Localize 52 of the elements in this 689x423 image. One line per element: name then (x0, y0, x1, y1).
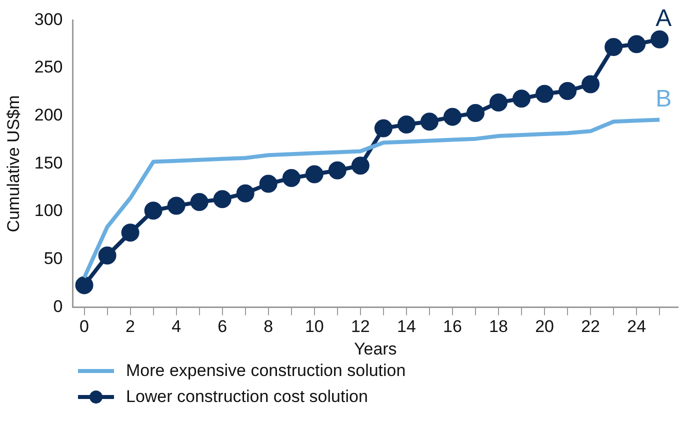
point (628, 35, 646, 54)
point (190, 192, 208, 211)
x-tick-label: 12 (350, 317, 370, 336)
x-tick-label: 8 (264, 317, 274, 336)
y-tick-label: 0 (53, 296, 63, 316)
point (305, 165, 324, 184)
annotation: B (656, 85, 672, 112)
point (374, 119, 392, 138)
point (144, 202, 162, 220)
point (420, 112, 438, 131)
x-tick-label: 14 (396, 317, 416, 336)
point (75, 276, 94, 294)
y-tick-label: 250 (34, 58, 63, 77)
point (236, 184, 254, 202)
point (558, 82, 577, 100)
point (536, 84, 554, 103)
x-tick-label: 24 (627, 317, 646, 336)
y-axis-title: Cumulative US$m (4, 95, 23, 232)
annotation: A (656, 4, 672, 32)
point (650, 30, 669, 48)
point (466, 104, 484, 122)
y-tick-label: 300 (34, 10, 63, 29)
point (98, 246, 116, 265)
x-tick-label: 10 (304, 317, 324, 336)
point (604, 38, 623, 56)
x-tick-label: 16 (443, 317, 462, 336)
x-axis-title: Years (354, 339, 397, 358)
point (490, 93, 508, 112)
x-tick-label: 18 (489, 317, 508, 336)
x-tick-label: 22 (581, 317, 600, 336)
point (121, 224, 140, 242)
x-tick-label: 2 (126, 317, 136, 336)
point (328, 161, 346, 180)
y-tick-label: 150 (34, 153, 63, 172)
point (259, 174, 278, 193)
y-tick-label: 200 (34, 106, 63, 125)
x-tick-label: 0 (80, 317, 90, 336)
point (397, 115, 416, 134)
x-tick-label: 4 (172, 317, 182, 336)
y-tick-label: 50 (44, 249, 63, 268)
point (582, 75, 600, 94)
x-tick-label: 20 (535, 317, 554, 336)
x-tick-label: 6 (218, 317, 228, 336)
point (443, 108, 462, 126)
point (351, 156, 370, 175)
point (512, 90, 531, 108)
legend-label: Lower construction cost solution (126, 387, 368, 407)
point (282, 169, 300, 188)
point (167, 196, 186, 215)
legend-label: More expensive construction solution (126, 361, 406, 381)
y-tick-label: 100 (34, 201, 63, 220)
point (213, 190, 232, 208)
